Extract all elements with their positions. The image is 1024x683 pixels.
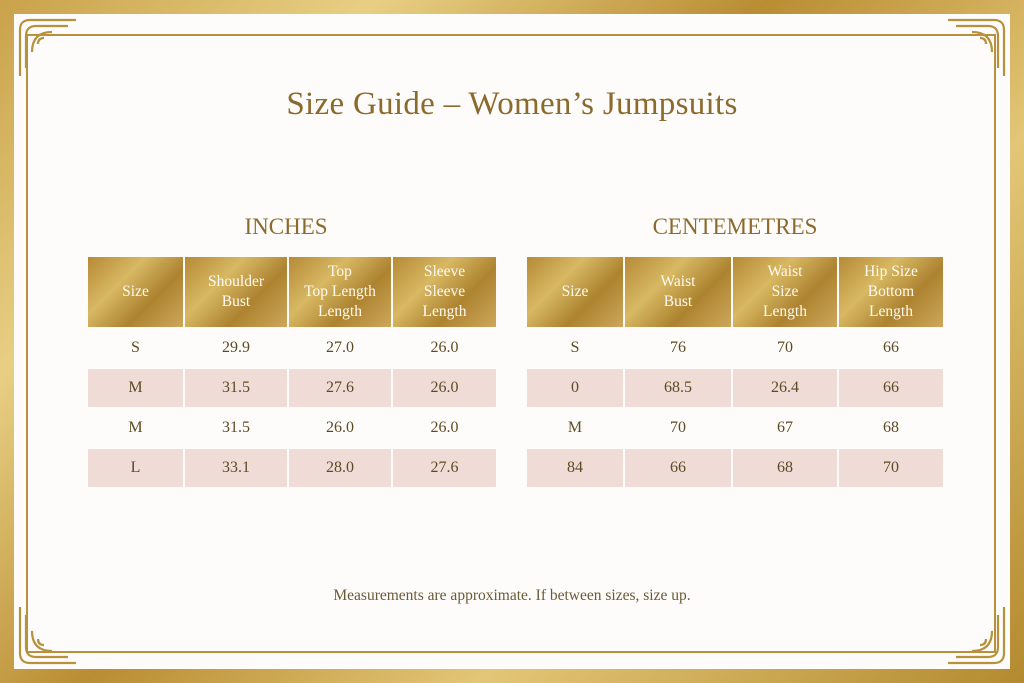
column-header: Hip Size Bottom Length bbox=[838, 257, 943, 328]
column-header: Shoulder Bust bbox=[184, 257, 289, 328]
footnote: Measurements are approximate. If between… bbox=[333, 587, 691, 604]
table-row: L 33.1 28.0 27.6 bbox=[88, 447, 496, 487]
table-cell: 84 bbox=[527, 447, 625, 487]
table-cell: 68.5 bbox=[624, 367, 733, 408]
table-cell: 27.0 bbox=[288, 327, 393, 368]
table-cell: M bbox=[527, 407, 625, 448]
table-cell: M bbox=[88, 407, 185, 448]
corner-ornament-icon bbox=[18, 18, 76, 76]
page-title: Size Guide – Women’s Jumpsuits bbox=[286, 86, 738, 122]
inner-border-line bbox=[26, 34, 996, 653]
corner-ornament-icon bbox=[948, 607, 1006, 665]
table-cell: 26.0 bbox=[392, 367, 496, 408]
table-cell: 26.0 bbox=[392, 407, 496, 448]
table-cell: 31.5 bbox=[184, 367, 289, 408]
table-cell: 66 bbox=[624, 447, 733, 487]
table-cell: 70 bbox=[838, 447, 943, 487]
table-cell: S bbox=[527, 327, 625, 368]
table-cell: 26.0 bbox=[288, 407, 393, 448]
table-cell: 76 bbox=[624, 327, 733, 368]
table-row: M 31.5 27.6 26.0 bbox=[88, 367, 496, 408]
centimetres-size-table: Size Waist Bust Waist Size Length Hip Size B… bbox=[527, 257, 943, 487]
column-header: Waist Bust bbox=[624, 257, 733, 328]
table-cell: 27.6 bbox=[288, 367, 393, 408]
table-row: M 70 67 68 bbox=[527, 407, 943, 448]
table-header-row: Size Shoulder Bust Top Top Length Length Sl… bbox=[88, 257, 496, 328]
table-row: 84 66 68 70 bbox=[527, 447, 943, 487]
inches-heading: INCHES bbox=[244, 214, 328, 239]
table-cell: 68 bbox=[838, 407, 943, 448]
table-row: M 31.5 26.0 26.0 bbox=[88, 407, 496, 448]
corner-ornament-icon bbox=[18, 607, 76, 665]
table-row: 0 68.5 26.4 66 bbox=[527, 367, 943, 408]
corner-ornament-icon bbox=[948, 18, 1006, 76]
table-cell: 28.0 bbox=[288, 447, 393, 487]
column-header: Size bbox=[527, 257, 625, 328]
table-cell: 67 bbox=[732, 407, 839, 448]
table-cell: 0 bbox=[527, 367, 625, 408]
table-cell: 31.5 bbox=[184, 407, 289, 448]
table-cell: 26.4 bbox=[732, 367, 839, 408]
table-header-row: Size Waist Bust Waist Size Length Hip Size B… bbox=[527, 257, 943, 328]
table-cell: M bbox=[88, 367, 185, 408]
table-cell: 33.1 bbox=[184, 447, 289, 487]
table-cell: 70 bbox=[624, 407, 733, 448]
table-row: S 29.9 27.0 26.0 bbox=[88, 327, 496, 368]
column-header: Top Top Length Length bbox=[288, 257, 393, 328]
table-cell: 27.6 bbox=[392, 447, 496, 487]
column-header: Waist Size Length bbox=[732, 257, 839, 328]
column-header: Size bbox=[88, 257, 185, 328]
inches-size-table: Size Shoulder Bust Top Top Length Length Sl… bbox=[88, 257, 496, 487]
column-header: Sleeve Sleeve Length bbox=[392, 257, 496, 328]
table-cell: 70 bbox=[732, 327, 839, 368]
table-cell: 66 bbox=[838, 327, 943, 368]
table-cell: 68 bbox=[732, 447, 839, 487]
table-cell: S bbox=[88, 327, 185, 368]
table-cell: 66 bbox=[838, 367, 943, 408]
table-cell: L bbox=[88, 447, 185, 487]
table-row: S 76 70 66 bbox=[527, 327, 943, 368]
table-cell: 26.0 bbox=[392, 327, 496, 368]
centimetres-heading: CENTEMETRES bbox=[652, 214, 818, 239]
table-cell: 29.9 bbox=[184, 327, 289, 368]
